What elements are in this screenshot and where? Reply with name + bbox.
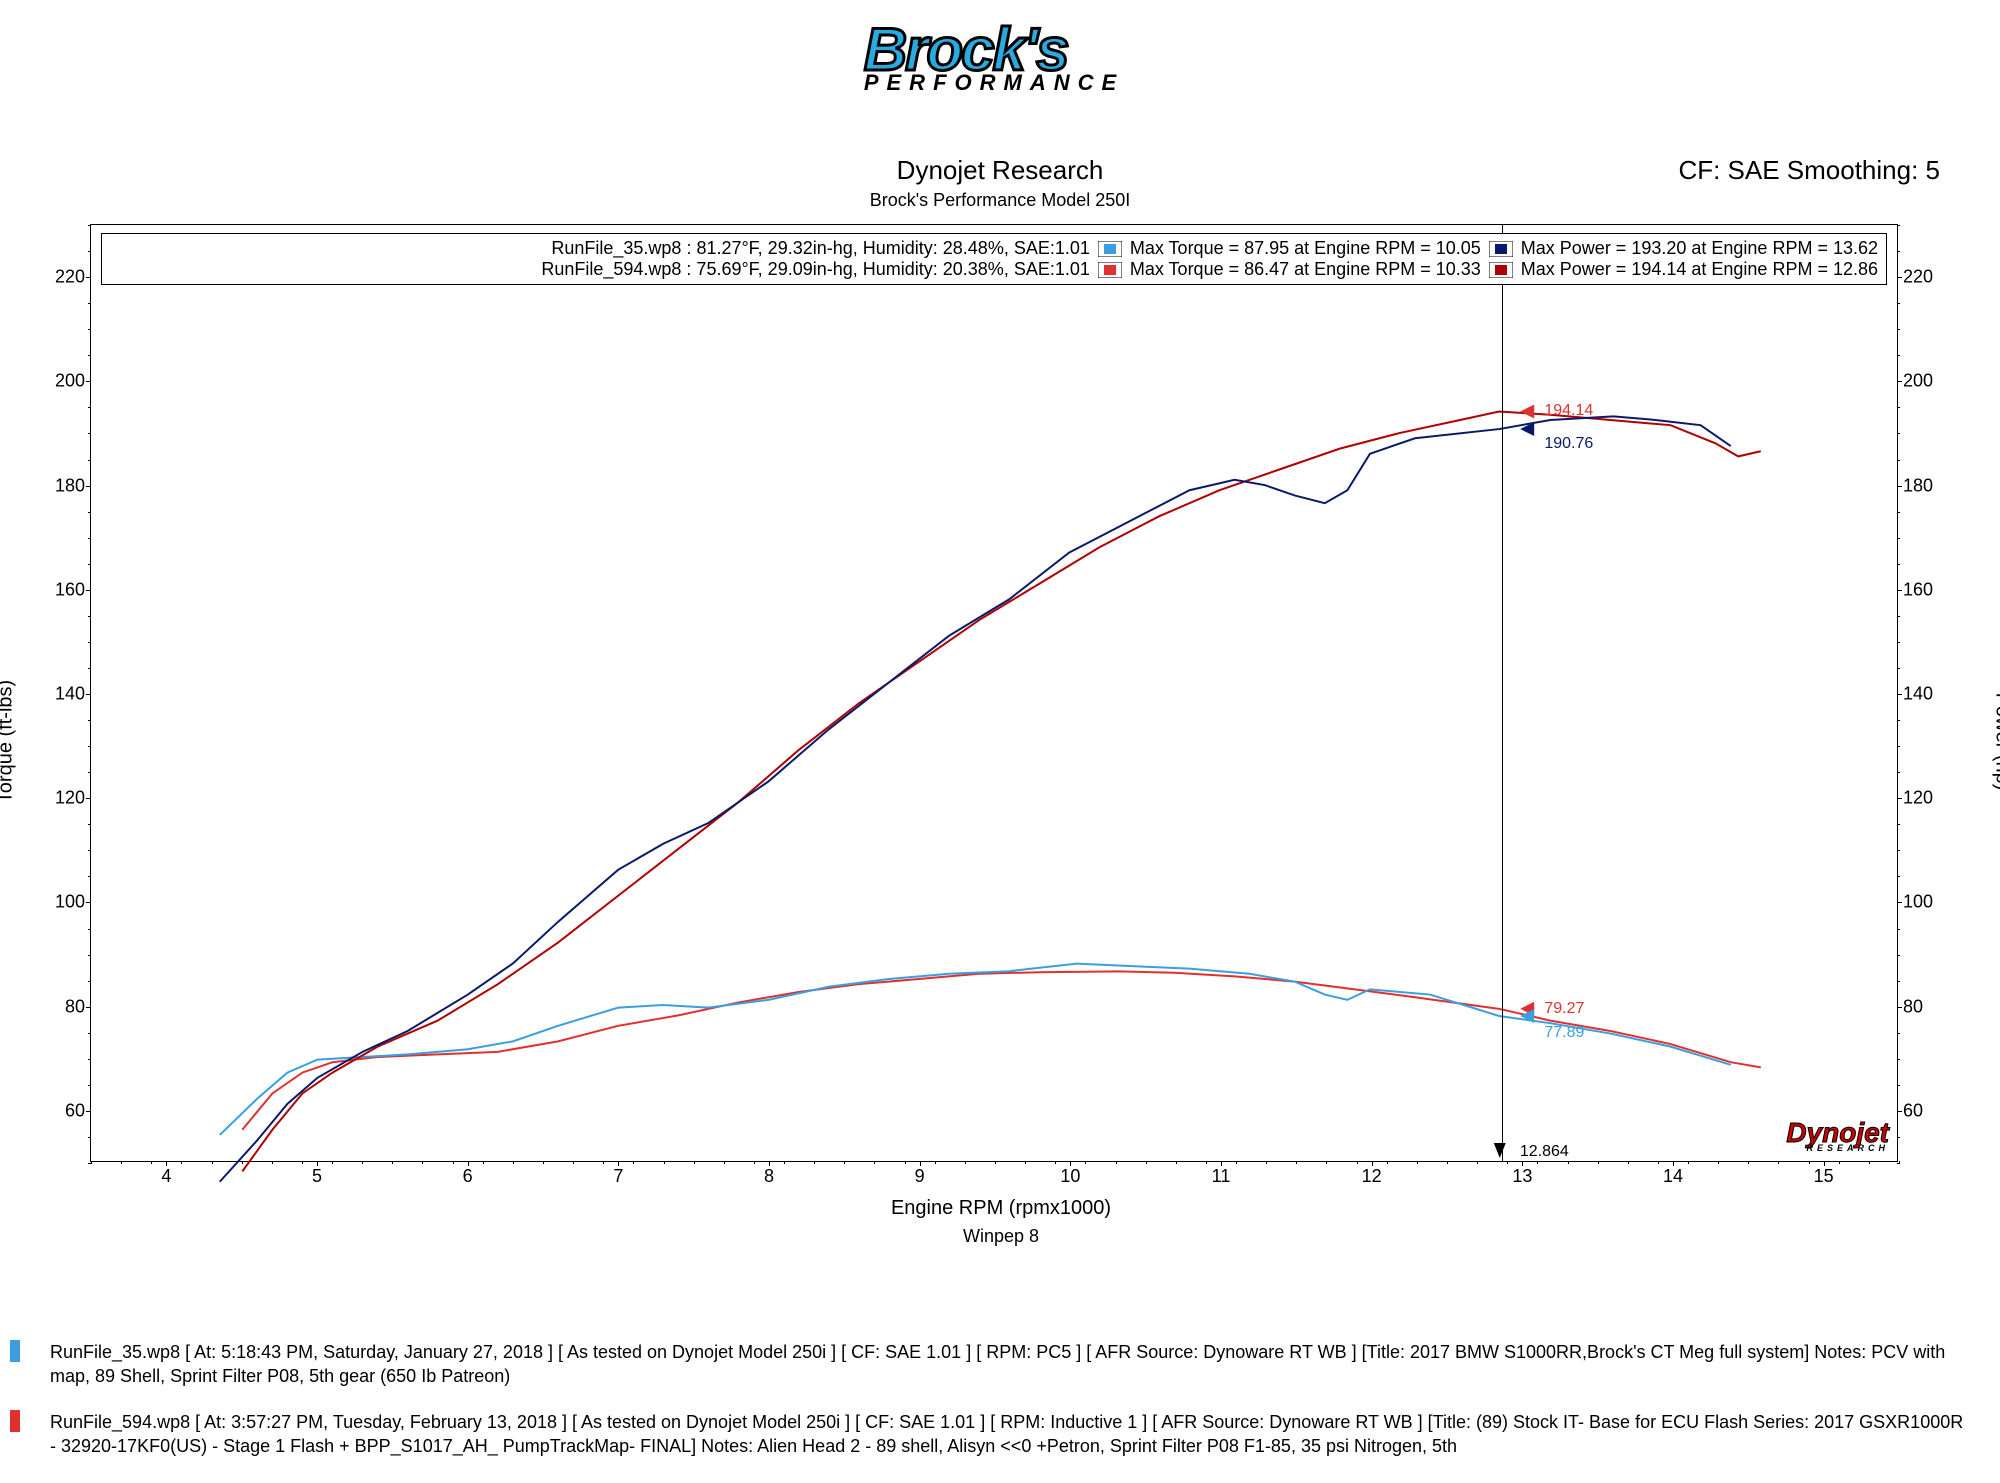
- xtick-label: 4: [161, 1166, 171, 1187]
- legend-torque-swatch-1: [1098, 241, 1122, 257]
- y-axis-right-label: Power (hp): [1991, 693, 2000, 791]
- footer-swatch-2: [10, 1410, 20, 1432]
- legend-row-1: RunFile_35.wp8 : 81.27°F, 29.32in-hg, Hu…: [110, 238, 1878, 259]
- xtick-label: 6: [463, 1166, 473, 1187]
- legend-torque-swatch-2: [1098, 262, 1122, 278]
- ytick-left-label: 180: [49, 475, 85, 496]
- winpep-label: Winpep 8: [963, 1226, 1039, 1247]
- xtick-label: 11: [1212, 1166, 1231, 1187]
- cursor-label: 12.864: [1520, 1143, 1569, 1161]
- legend-torque-text-1: Max Torque = 87.95 at Engine RPM = 10.05: [1130, 238, 1481, 259]
- brocks-logo: Brock's PERFORMANCE: [864, 15, 1136, 96]
- xtick-label: 5: [312, 1166, 322, 1187]
- ytick-right-label: 80: [1903, 996, 1939, 1017]
- legend-power-text-2: Max Power = 194.14 at Engine RPM = 12.86: [1521, 259, 1878, 280]
- ytick-left-label: 220: [49, 267, 85, 288]
- ytick-right-label: 120: [1903, 788, 1939, 809]
- xtick-label: 14: [1663, 1166, 1683, 1187]
- ytick-right-label: 60: [1903, 1100, 1939, 1121]
- ytick-right-label: 100: [1903, 892, 1939, 913]
- marker-label: 194.14: [1544, 402, 1593, 420]
- cf-label: CF: SAE Smoothing: 5: [1678, 155, 1940, 186]
- logo-sub: PERFORMANCE: [864, 70, 1124, 96]
- legend-power-text-1: Max Power = 193.20 at Engine RPM = 13.62: [1521, 238, 1878, 259]
- ytick-right-label: 140: [1903, 684, 1939, 705]
- xtick-label: 15: [1814, 1166, 1834, 1187]
- ytick-right-label: 180: [1903, 475, 1939, 496]
- ytick-left-label: 120: [49, 788, 85, 809]
- ytick-left-label: 60: [49, 1100, 85, 1121]
- dynojet-logo: Dynojet RESEARCH: [1786, 1117, 1889, 1153]
- footer-text-2: RunFile_594.wp8 [ At: 3:57:27 PM, Tuesda…: [10, 1410, 1970, 1459]
- footer-swatch-1: [10, 1340, 20, 1362]
- ytick-left-label: 160: [49, 579, 85, 600]
- xtick-label: 7: [613, 1166, 623, 1187]
- legend-file-2: RunFile_594.wp8 : 75.69°F, 29.09in-hg, H…: [541, 259, 1090, 280]
- legend-power-swatch-2: [1489, 262, 1513, 278]
- plot-area: RunFile_35.wp8 : 81.27°F, 29.32in-hg, Hu…: [90, 224, 1898, 1162]
- chart-subtitle: Brock's Performance Model 250I: [870, 190, 1131, 211]
- marker-label: 79.27: [1544, 1000, 1584, 1018]
- xtick-label: 13: [1512, 1166, 1532, 1187]
- ytick-left-label: 80: [49, 996, 85, 1017]
- footer-note-1: RunFile_35.wp8 [ At: 5:18:43 PM, Saturda…: [10, 1340, 1970, 1389]
- chart-container: Torque (ft-lbs) RunFile_35.wp8 : 81.27°F…: [28, 215, 1974, 1245]
- legend-row-2: RunFile_594.wp8 : 75.69°F, 29.09in-hg, H…: [110, 259, 1878, 280]
- xtick-label: 8: [764, 1166, 774, 1187]
- xtick-label: 9: [915, 1166, 925, 1187]
- cursor-line: [1502, 225, 1504, 1161]
- ytick-right-label: 160: [1903, 579, 1939, 600]
- legend-box: RunFile_35.wp8 : 81.27°F, 29.32in-hg, Hu…: [101, 233, 1887, 285]
- ytick-right-label: 200: [1903, 371, 1939, 392]
- legend-torque-text-2: Max Torque = 86.47 at Engine RPM = 10.33: [1130, 259, 1481, 280]
- plot-svg: [91, 225, 1897, 1161]
- marker-label: 77.89: [1544, 1024, 1584, 1042]
- footer-text-1: RunFile_35.wp8 [ At: 5:18:43 PM, Saturda…: [10, 1340, 1970, 1389]
- ytick-left-label: 140: [49, 684, 85, 705]
- footer-note-2: RunFile_594.wp8 [ At: 3:57:27 PM, Tuesda…: [10, 1410, 1970, 1459]
- xtick-label: 12: [1362, 1166, 1382, 1187]
- ytick-left-label: 100: [49, 892, 85, 913]
- ytick-left-label: 200: [49, 371, 85, 392]
- legend-power-swatch-1: [1489, 241, 1513, 257]
- xtick-label: 10: [1060, 1166, 1080, 1187]
- chart-title: Dynojet Research: [870, 155, 1131, 186]
- marker-label: 190.76: [1544, 435, 1593, 453]
- ytick-right-label: 220: [1903, 267, 1939, 288]
- title-block: Dynojet Research Brock's Performance Mod…: [870, 155, 1131, 211]
- y-axis-left-label: Torque (ft-lbs): [0, 680, 18, 803]
- legend-file-1: RunFile_35.wp8 : 81.27°F, 29.32in-hg, Hu…: [551, 238, 1090, 259]
- x-axis-label: Engine RPM (rpmx1000): [891, 1197, 1111, 1220]
